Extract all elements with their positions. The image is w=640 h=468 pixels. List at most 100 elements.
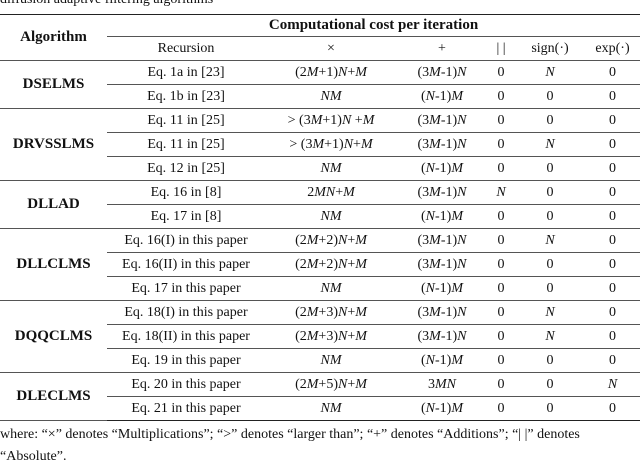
algorithm-name: DLLCLMS bbox=[0, 228, 107, 301]
table-row: Eq. 17 in this paper NM (N-1)M 0 0 0 bbox=[0, 276, 640, 301]
table-cell: 0 bbox=[585, 60, 640, 85]
table-cell: (2M+3)N+M bbox=[265, 300, 397, 325]
table-cell: (3M-1)N bbox=[397, 228, 487, 253]
table-cell: 0 bbox=[487, 348, 515, 373]
table-cell: 0 bbox=[585, 108, 640, 133]
table-cell: Eq. 16 in [8] bbox=[107, 180, 265, 205]
table-cell: (2M+5)N+M bbox=[265, 372, 397, 397]
table-cell: (3M-1)N bbox=[397, 324, 487, 349]
table-row: Eq. 1b in [23] NM (N-1)M 0 0 0 bbox=[0, 84, 640, 109]
table-cell: NM bbox=[265, 204, 397, 229]
column-header: exp(·) bbox=[585, 36, 640, 61]
table-cell: 0 bbox=[487, 372, 515, 397]
table-row: DLLAD Eq. 16 in [8] 2MN+M (3M-1)N N 0 0 bbox=[0, 180, 640, 229]
table-cell: 0 bbox=[585, 228, 640, 253]
table-cell: 0 bbox=[585, 348, 640, 373]
algorithm-name: DLECLMS bbox=[0, 372, 107, 421]
column-header: | | bbox=[487, 36, 515, 61]
table-cell: 0 bbox=[585, 156, 640, 181]
table-cell: 0 bbox=[585, 204, 640, 229]
algorithm-name: DQQCLMS bbox=[0, 300, 107, 373]
table-cell: 0 bbox=[487, 108, 515, 133]
table-cell: 0 bbox=[585, 300, 640, 325]
table-cell: 0 bbox=[487, 396, 515, 421]
table-cell: 0 bbox=[487, 156, 515, 181]
column-header: Recursion bbox=[107, 36, 265, 61]
table-cell: Eq. 1b in [23] bbox=[107, 84, 265, 109]
table-cell: NM bbox=[265, 276, 397, 301]
table-cell: > (3M+1)N+M bbox=[265, 132, 397, 157]
table-cell: Eq. 16(II) in this paper bbox=[107, 252, 265, 277]
table-cell: 0 bbox=[487, 60, 515, 85]
table-cell: (3M-1)N bbox=[397, 60, 487, 85]
table-cell: 0 bbox=[585, 84, 640, 109]
table-cell: 0 bbox=[515, 180, 585, 205]
table-cell: 0 bbox=[487, 276, 515, 301]
table-cell: Eq. 20 in this paper bbox=[107, 372, 265, 397]
table-cell: Eq. 17 in [8] bbox=[107, 204, 265, 229]
table-cell: 0 bbox=[487, 132, 515, 157]
table-cell: N bbox=[585, 372, 640, 397]
table-cell: (2M+3)N+M bbox=[265, 324, 397, 349]
table-row: DRVSSLMS Eq. 11 in [25] > (3M+1)N +M (3M-1)… bbox=[0, 108, 640, 181]
table-cell: 0 bbox=[487, 228, 515, 253]
table-cell: Eq. 12 in [25] bbox=[107, 156, 265, 181]
table-cell: N bbox=[487, 180, 515, 205]
table-cell: NM bbox=[265, 156, 397, 181]
table-cell: NM bbox=[265, 396, 397, 421]
table-row: DQQCLMS Eq. 18(I) in this paper (2M+3)N+M(… bbox=[0, 300, 640, 373]
table-cell: 0 bbox=[585, 276, 640, 301]
table-cell: N bbox=[515, 132, 585, 157]
table-cell: 0 bbox=[487, 252, 515, 277]
table-cell: 0 bbox=[487, 300, 515, 325]
algorithm-name: DRVSSLMS bbox=[0, 108, 107, 181]
cost-table: Algorithm Computational cost per iterati… bbox=[0, 14, 640, 421]
table-cell: 0 bbox=[515, 108, 585, 133]
table-row: Eq. 21 in this paper NM (N-1)M 0 0 0 bbox=[0, 396, 640, 421]
algorithm-name: DSELMS bbox=[0, 60, 107, 109]
column-header: × bbox=[265, 36, 397, 61]
table-cell: (N-1)M bbox=[397, 396, 487, 421]
table-cell: Eq. 21 in this paper bbox=[107, 396, 265, 421]
header-cell: Algorithm bbox=[0, 14, 107, 61]
table-cell: 0 bbox=[487, 324, 515, 349]
table-cell: 0 bbox=[515, 156, 585, 181]
table-cell: 0 bbox=[515, 396, 585, 421]
table-row: Eq. 19 in this paper NM (N-1)M 0 0 0 bbox=[0, 348, 640, 373]
table-cell: Eq. 19 in this paper bbox=[107, 348, 265, 373]
table-cell: Eq. 11 in [25] bbox=[107, 108, 265, 133]
table-cell: (N-1)M bbox=[397, 204, 487, 229]
table-cell: 0 bbox=[585, 252, 640, 277]
table-cell: (2M+1)N+M bbox=[265, 60, 397, 85]
table-cell: N bbox=[515, 228, 585, 253]
table-cell: 0 bbox=[515, 204, 585, 229]
table-cell: 2MN+M bbox=[265, 180, 397, 205]
table-cell: NM bbox=[265, 348, 397, 373]
table-cell: 0 bbox=[515, 252, 585, 277]
table-cell: Eq. 17 in this paper bbox=[107, 276, 265, 301]
table-cell: > (3M+1)N +M bbox=[265, 108, 397, 133]
table-row: Eq. 18(II) in this paper (2M+3)N+M (3M-1)N… bbox=[0, 324, 640, 349]
table-cell: N bbox=[515, 324, 585, 349]
table-caption: diffusion adaptive filtering algorithms bbox=[0, 0, 213, 9]
table-cell: (3M-1)N bbox=[397, 252, 487, 277]
table-cell: Eq. 18(I) in this paper bbox=[107, 300, 265, 325]
table-cell: 0 bbox=[515, 84, 585, 109]
table-row: Eq. 17 in [8] NM (N-1)M 0 0 0 bbox=[0, 204, 640, 229]
table-row: DSELMS Eq. 1a in [23] (2M+1)N+M (3M-1)N 0 N 0 bbox=[0, 60, 640, 109]
table-cell: NM bbox=[265, 84, 397, 109]
table-cell: (3M-1)N bbox=[397, 132, 487, 157]
table-cell: 0 bbox=[515, 276, 585, 301]
header-cell: Computational cost per iteration bbox=[107, 14, 640, 37]
table-cell: Eq. 16(I) in this paper bbox=[107, 228, 265, 253]
table-row: Eq. 11 in [25] > (3M+1)N+M (3M-1)N 0 N 0 bbox=[0, 132, 640, 157]
table-cell: 0 bbox=[487, 84, 515, 109]
table-cell: (3M-1)N bbox=[397, 180, 487, 205]
table-row: DLECLMS Eq. 20 in this paper (2M+5)N+M 3MN 0… bbox=[0, 372, 640, 421]
table-cell: (N-1)M bbox=[397, 84, 487, 109]
table-cell: (2M+2)N+M bbox=[265, 252, 397, 277]
table-cell: (3M-1)N bbox=[397, 300, 487, 325]
table-cell: (N-1)M bbox=[397, 156, 487, 181]
table-cell: N bbox=[515, 300, 585, 325]
